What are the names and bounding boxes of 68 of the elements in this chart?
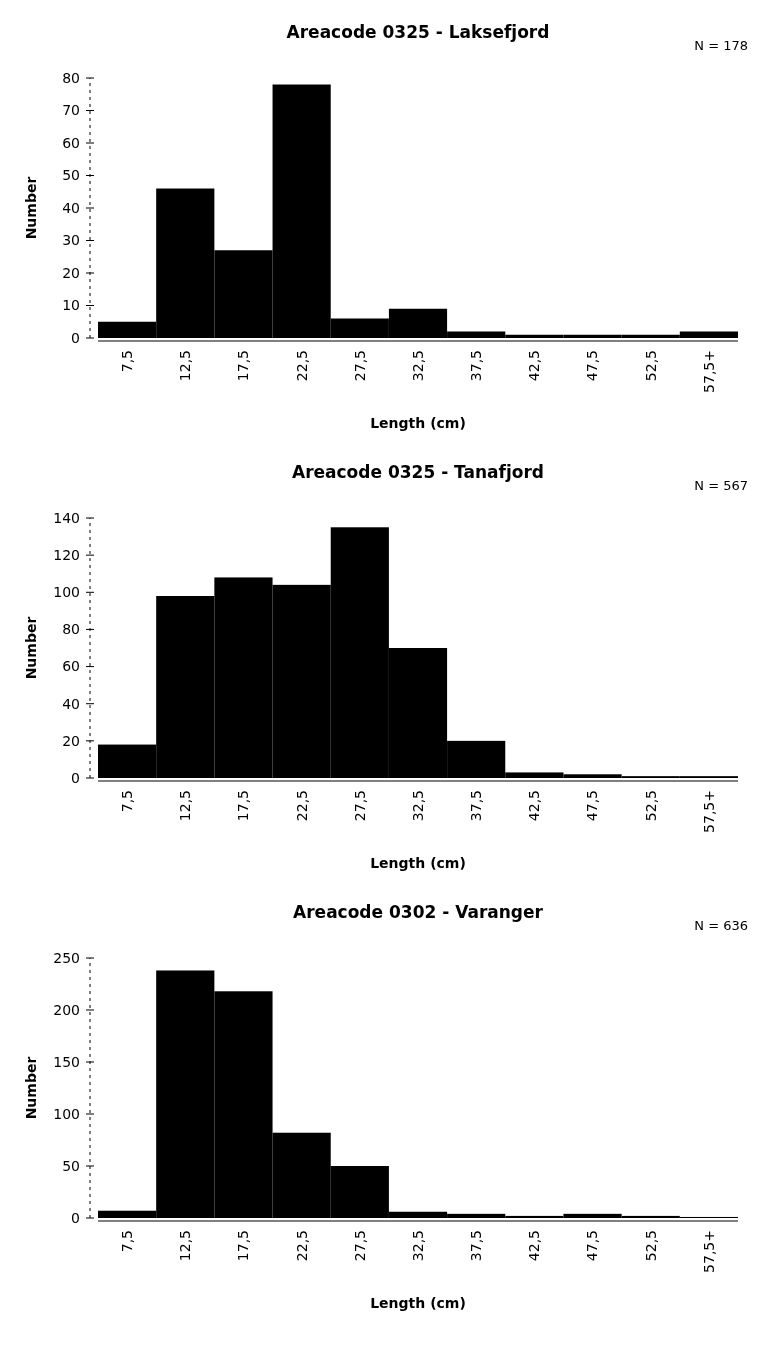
- y-tick-label: 140: [53, 509, 80, 526]
- x-tick-label: 57,5+: [700, 790, 717, 833]
- y-tick-label: 100: [53, 584, 80, 601]
- y-tick-label: 50: [62, 1157, 80, 1174]
- y-tick-label: 70: [62, 102, 80, 119]
- text: N = 636: [694, 918, 748, 933]
- x-tick-label: 12,5: [177, 790, 194, 822]
- x-tick-label: 7,5: [118, 790, 135, 813]
- x-tick-label: 42,5: [526, 1230, 543, 1262]
- y-tick-label: 40: [62, 199, 80, 216]
- y-axis-title: Number: [23, 176, 39, 240]
- y-tick-label: 50: [62, 167, 80, 184]
- y-tick-label: 0: [71, 769, 80, 786]
- x-tick-label: 47,5: [584, 350, 601, 382]
- y-tick-label: 120: [53, 547, 80, 564]
- x-tick-label: 17,5: [235, 790, 252, 822]
- y-axis-title: Number: [23, 1056, 39, 1120]
- x-tick-label: 37,5: [468, 790, 485, 822]
- y-tick-label: 80: [62, 621, 80, 638]
- y-axis-title: Number: [23, 616, 39, 680]
- y-tick-label: 100: [53, 1105, 80, 1122]
- x-axis-title: Length (cm): [370, 855, 466, 871]
- x-tick-label: 42,5: [526, 350, 543, 382]
- y-tick-label: 40: [62, 695, 80, 712]
- x-tick-label: 52,5: [642, 350, 659, 382]
- x-tick-label: 42,5: [526, 790, 543, 822]
- x-tick-label: 27,5: [351, 1230, 368, 1262]
- x-tick-label: 17,5: [235, 350, 252, 382]
- x-tick-label: 57,5+: [700, 350, 717, 393]
- x-tick-label: 52,5: [642, 1230, 659, 1262]
- x-tick-label: 32,5: [409, 790, 426, 822]
- x-tick-label: 22,5: [293, 790, 310, 822]
- y-tick-label: 60: [62, 134, 80, 151]
- text: N = 178: [694, 38, 748, 53]
- x-tick-label: 27,5: [351, 790, 368, 822]
- y-tick-label: 250: [53, 949, 80, 966]
- x-tick-label: 32,5: [409, 1230, 426, 1262]
- y-tick-label: 10: [62, 297, 80, 314]
- x-tick-label: 47,5: [584, 1230, 601, 1262]
- x-tick-label: 57,5+: [700, 1230, 717, 1273]
- x-tick-label: 37,5: [468, 350, 485, 382]
- y-tick-label: 200: [53, 1001, 80, 1018]
- y-tick-label: 0: [71, 1209, 80, 1226]
- x-tick-label: 52,5: [642, 790, 659, 822]
- x-tick-label: 22,5: [293, 350, 310, 382]
- x-tick-label: 32,5: [409, 350, 426, 382]
- y-tick-label: 30: [62, 232, 80, 249]
- x-tick-label: 12,5: [177, 1230, 194, 1262]
- y-tick-label: 80: [62, 69, 80, 86]
- y-tick-label: 150: [53, 1053, 80, 1070]
- x-tick-label: 17,5: [235, 1230, 252, 1262]
- chart-title: Areacode 0325 - Laksefjord: [286, 22, 550, 42]
- x-tick-label: 7,5: [118, 350, 135, 373]
- x-tick-label: 22,5: [293, 1230, 310, 1262]
- y-tick-label: 20: [62, 732, 80, 749]
- x-tick-label: 7,5: [118, 1230, 135, 1253]
- x-axis-title: Length (cm): [370, 415, 466, 431]
- y-tick-label: 60: [62, 658, 80, 675]
- x-tick-label: 27,5: [351, 350, 368, 382]
- x-tick-label: 37,5: [468, 1230, 485, 1262]
- y-tick-label: 20: [62, 264, 80, 281]
- x-axis-title: Length (cm): [370, 1295, 466, 1311]
- text: N = 567: [694, 478, 748, 493]
- y-tick-label: 0: [71, 329, 80, 346]
- x-tick-label: 47,5: [584, 790, 601, 822]
- x-tick-label: 12,5: [177, 350, 194, 382]
- chart-title: Areacode 0325 - Tanafjord: [291, 462, 545, 482]
- chart-title: Areacode 0302 - Varanger: [293, 902, 544, 922]
